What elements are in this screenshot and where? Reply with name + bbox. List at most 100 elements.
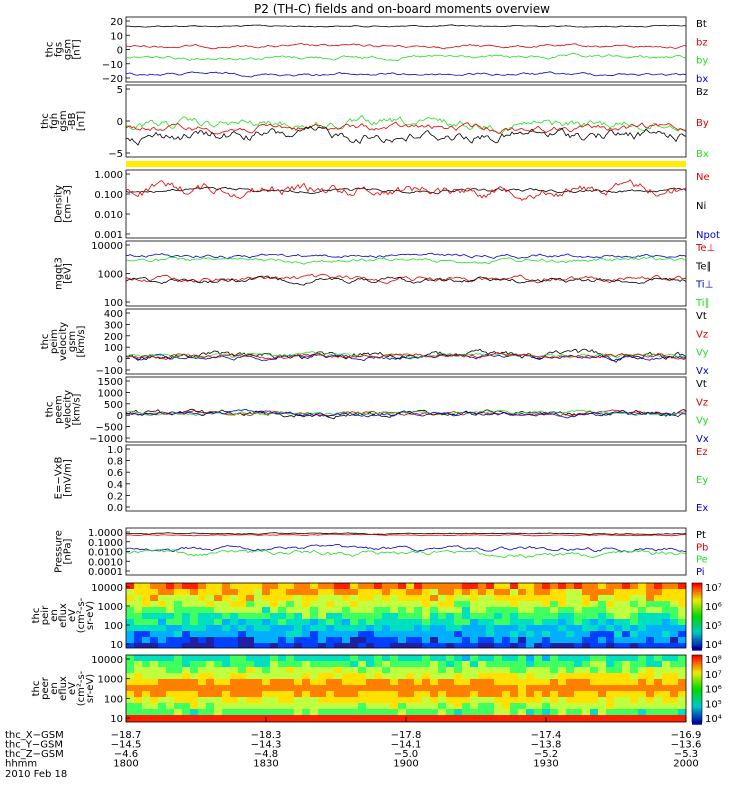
legend-peim-3: Vx bbox=[696, 366, 709, 377]
legend-temp-2: Ti⊥ bbox=[695, 280, 713, 291]
ylabel-efield: E=−VxB[mV/m] bbox=[54, 457, 74, 500]
panel-stack: 20100−10−20thcfgsgsm[nT]Btbzbybx50−5thcf… bbox=[31, 16, 722, 725]
colorbar-label-peir-2: 10⁵ bbox=[705, 621, 722, 632]
ylabel-line-fgh-2: gsm bbox=[58, 110, 69, 131]
ytick-efield-3: 0.4 bbox=[107, 480, 123, 491]
ytick-fgs-1: 10 bbox=[110, 31, 123, 42]
eph-value-2-0: −4.6 bbox=[114, 749, 138, 760]
ylabel-line-peir-1: peir bbox=[40, 605, 51, 625]
eph-value-1-3: −13.8 bbox=[531, 740, 562, 751]
legend-fgs-3: bx bbox=[696, 74, 708, 85]
ytick-peer-0: 10000 bbox=[91, 655, 123, 666]
ylabel-line-peir-6: sr-eV) bbox=[85, 601, 96, 630]
ytick-temp-1: 1000 bbox=[98, 270, 123, 281]
trace-peem-2 bbox=[125, 409, 687, 417]
ylabel-line-efield-1: [mV/m] bbox=[63, 459, 74, 497]
legend-fgs-0: Bt bbox=[696, 19, 707, 30]
ylabel-line-peir-3: eflux bbox=[58, 603, 69, 628]
ylabel-line-peem-0: thc bbox=[45, 402, 56, 418]
ytick-peem-2: 500 bbox=[104, 400, 123, 411]
ytick-density-1: 0.100 bbox=[94, 190, 123, 201]
ylabel-line-temp-0: mgqt3 bbox=[54, 257, 65, 290]
eph-value-3-4: 2000 bbox=[673, 759, 698, 770]
ytick-pressure-2: 0.0100 bbox=[88, 548, 123, 559]
trace-peem-3 bbox=[125, 408, 687, 419]
ytick-fgs-0: 20 bbox=[110, 17, 123, 28]
legend-peim-0: Vt bbox=[696, 311, 707, 322]
eph-label-2: thc_Z−GSM bbox=[5, 749, 64, 760]
ytick-fgh-2: −5 bbox=[108, 149, 123, 160]
ylabel-line-fgs-2: gsm bbox=[63, 39, 74, 60]
ytick-peim-3: 100 bbox=[104, 343, 123, 354]
ylabel-line-fgh-3: -BB bbox=[67, 112, 78, 129]
ytick-peir-3: 10 bbox=[110, 640, 123, 651]
ytick-pressure-0: 1.0000 bbox=[88, 528, 123, 539]
colorbar-label-peer-1: 10⁷ bbox=[705, 670, 722, 681]
ylabel-line-temp-1: [eV] bbox=[63, 263, 74, 284]
ylabel-line-peer-1: peer bbox=[40, 676, 51, 700]
ylabel-line-pressure-1: [nPa] bbox=[63, 538, 74, 564]
eph-value-0-3: −17.4 bbox=[531, 730, 562, 741]
legend-temp-1: Te∥ bbox=[695, 261, 712, 272]
ytick-efield-4: 0.2 bbox=[107, 491, 123, 502]
ytick-peir-0: 10000 bbox=[91, 583, 123, 594]
trace-pressure-0 bbox=[125, 532, 687, 535]
trace-fgs-0 bbox=[125, 24, 687, 28]
ytick-peim-5: −100 bbox=[96, 366, 123, 377]
ytick-peem-3: 0 bbox=[117, 411, 123, 422]
ylabel-line-pressure-0: Pressure bbox=[54, 530, 65, 573]
ylabel-line-peer-5: (cm²-s- bbox=[76, 670, 87, 706]
ylabel-line-peir-4: eV bbox=[67, 609, 78, 622]
ylabel-line-peem-3: [km/s] bbox=[72, 393, 83, 425]
ylabel-line-fgs-3: [nT] bbox=[72, 39, 83, 59]
ylabel-line-fgh-1: fgh bbox=[49, 113, 60, 129]
ylabel-line-peer-2: en bbox=[49, 682, 60, 695]
ytick-pressure-1: 0.1000 bbox=[88, 538, 123, 549]
eph-value-1-0: −14.5 bbox=[111, 740, 142, 751]
ytick-peim-2: 200 bbox=[104, 332, 123, 343]
panel-efield: 1.00.80.60.40.20.0 E=−VxB[mV/m] Ez Ey Ex bbox=[54, 444, 708, 514]
legend-efield-1: Ey bbox=[696, 475, 708, 486]
ytick-pressure-4: 0.0001 bbox=[88, 567, 123, 578]
date-label: 2010 Feb 18 bbox=[5, 769, 67, 780]
colorbar-label-peir-0: 10⁷ bbox=[705, 583, 722, 594]
legend-peim-1: Vz bbox=[696, 329, 708, 340]
ylabel-line-peim-2: velocity bbox=[58, 322, 69, 361]
eph-value-0-4: −16.9 bbox=[671, 730, 702, 741]
ylabel-line-peem-1: peem bbox=[54, 395, 65, 423]
eph-label-0: thc_X−GSM bbox=[5, 730, 64, 741]
ylabel-line-fgh-4: [nT] bbox=[76, 111, 87, 131]
ylabel-line-efield-0: E=−VxB bbox=[54, 457, 65, 500]
legend-peem-3: Vx bbox=[696, 434, 709, 445]
legend-fgs-2: by bbox=[696, 56, 708, 67]
frame-efield bbox=[125, 444, 687, 512]
legend-pressure-0: Pt bbox=[696, 530, 706, 541]
ytick-peer-2: 100 bbox=[104, 694, 123, 705]
trace-peim-3 bbox=[125, 352, 687, 360]
trace-fgh-2 bbox=[125, 125, 687, 146]
eph-value-3-1: 1830 bbox=[253, 759, 278, 770]
legend-temp-0: Te⊥ bbox=[695, 243, 715, 254]
ytick-fgh-1: 0 bbox=[117, 117, 123, 128]
eph-value-2-4: −5.3 bbox=[674, 749, 698, 760]
ylabel-temp: mgqt3[eV] bbox=[54, 257, 74, 290]
ytick-peim-4: 0 bbox=[117, 355, 123, 366]
ylabel-line-peim-3: gsm bbox=[67, 331, 78, 352]
ylabel-line-peir-2: en bbox=[49, 609, 60, 622]
colorbar-label-peir-3: 10⁴ bbox=[705, 640, 722, 651]
eph-value-1-4: −13.6 bbox=[671, 740, 702, 751]
legend-fgh-0: Bz bbox=[696, 87, 708, 98]
trace-fgs-1 bbox=[125, 43, 687, 50]
panel-temp: 10000 1000 100 mgqt3[eV] Te⊥ Te∥ Ti⊥ Ti∥ bbox=[54, 240, 715, 309]
trace-temp-2 bbox=[125, 273, 687, 284]
colorbar-peer: 10⁸ 10⁷ 10⁶ 10⁵ 10⁴ bbox=[691, 654, 722, 725]
ylabel-line-fgs-0: thc bbox=[45, 42, 56, 58]
frame-fgh bbox=[125, 84, 687, 158]
